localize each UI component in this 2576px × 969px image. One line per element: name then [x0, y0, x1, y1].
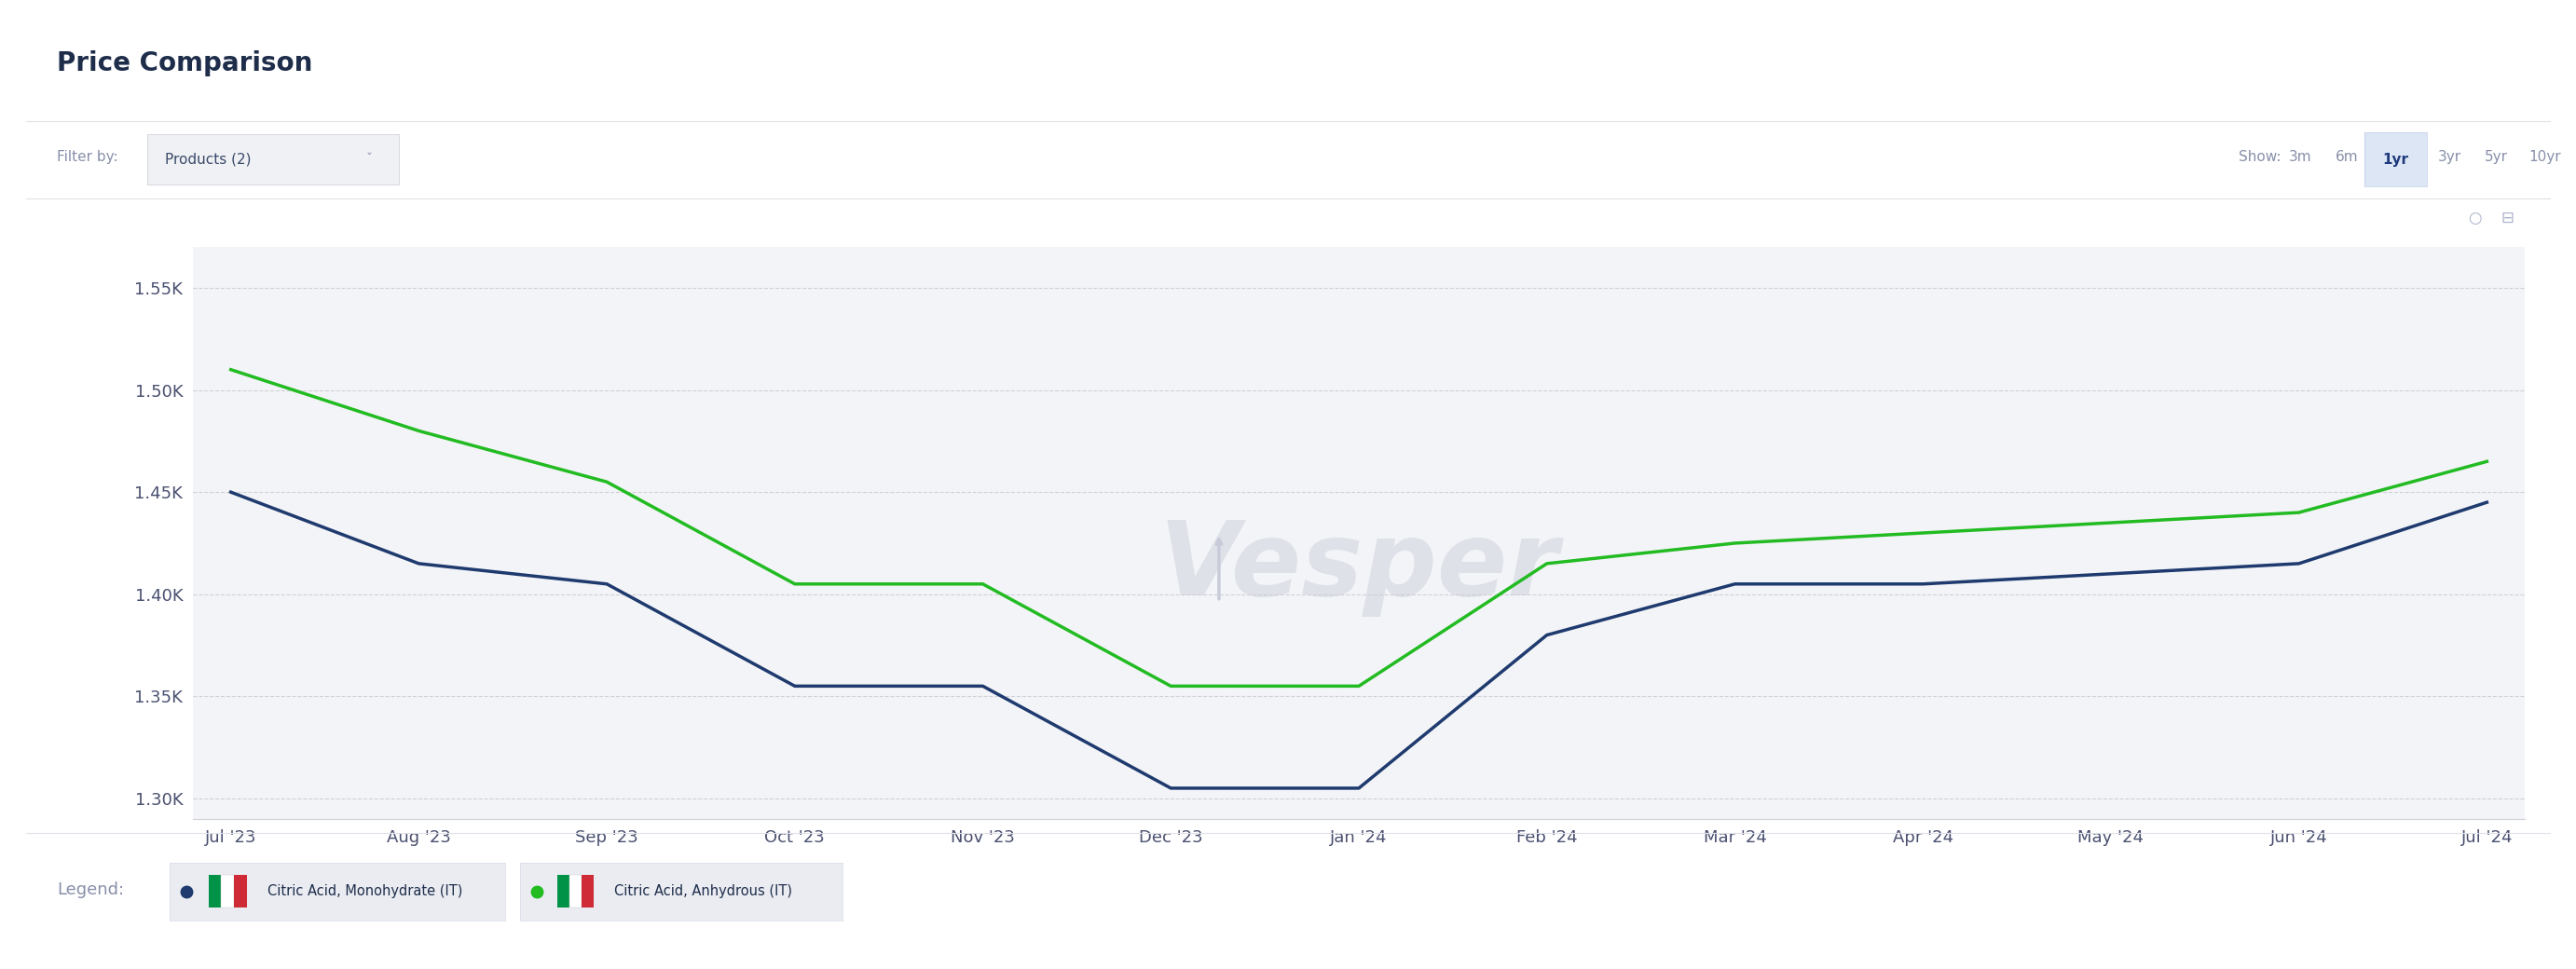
- Bar: [569, 875, 582, 908]
- Text: Citric Acid, Monohydrate (IT): Citric Acid, Monohydrate (IT): [268, 885, 461, 898]
- Text: Citric Acid, Anhydrous (IT): Citric Acid, Anhydrous (IT): [613, 885, 791, 898]
- Text: ˇ: ˇ: [366, 152, 374, 166]
- Text: Price Comparison: Price Comparison: [57, 50, 312, 76]
- Bar: [556, 875, 569, 908]
- Text: Vesper: Vesper: [1159, 517, 1558, 617]
- Text: ○: ○: [2468, 209, 2481, 227]
- Text: 5yr: 5yr: [2483, 150, 2509, 164]
- Bar: [582, 875, 595, 908]
- Bar: [222, 875, 234, 908]
- Bar: [209, 875, 222, 908]
- Text: 6m: 6m: [2336, 150, 2357, 164]
- Text: Filter by:: Filter by:: [57, 150, 118, 164]
- Text: 3yr: 3yr: [2437, 150, 2463, 164]
- Text: Products (2): Products (2): [165, 152, 250, 166]
- Text: Legend:: Legend:: [57, 881, 124, 898]
- Text: Show:: Show:: [2239, 150, 2280, 164]
- Text: 10yr: 10yr: [2530, 150, 2561, 164]
- Bar: [234, 875, 247, 908]
- Text: ⊟: ⊟: [2501, 209, 2514, 227]
- Text: 3m: 3m: [2290, 150, 2311, 164]
- Text: 1yr: 1yr: [2383, 152, 2409, 167]
